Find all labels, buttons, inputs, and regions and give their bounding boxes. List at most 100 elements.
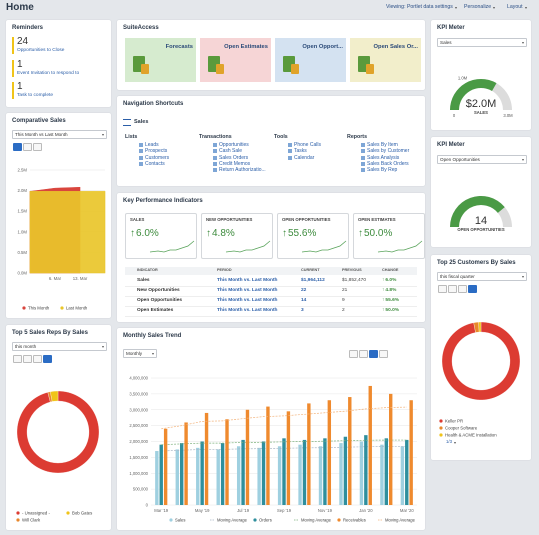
chart-type-button[interactable] <box>369 350 378 358</box>
legend-marker <box>337 518 341 522</box>
header-link[interactable]: Viewing: Portlet data settings <box>386 4 459 10</box>
group-title: Transactions <box>199 134 232 140</box>
reminder-link[interactable]: Opportunities to Close <box>17 48 65 53</box>
shortcut-icon <box>139 161 143 166</box>
kpi-card-change: 55.6% <box>282 228 316 239</box>
shortcut-link[interactable]: Credit Memos <box>219 160 251 167</box>
chart-type-button[interactable] <box>438 285 447 293</box>
header-link[interactable]: Personalize <box>464 4 497 10</box>
shortcut-link[interactable]: Calendar <box>294 154 315 161</box>
tile-icon <box>291 64 299 74</box>
period-link[interactable]: This Month vs. Last Month <box>217 288 278 293</box>
shortcut-link[interactable]: Leads <box>145 142 159 148</box>
chart-type-button[interactable] <box>468 285 477 293</box>
y-tick-label: 1.0M <box>17 229 27 234</box>
moving-average-line <box>161 439 407 446</box>
y-tick-label: 2.0M <box>17 188 27 193</box>
chart-type-button[interactable] <box>13 143 22 151</box>
dropdown[interactable]: Monthly <box>123 349 157 358</box>
y-tick-label: 3,500,000 <box>129 391 148 396</box>
chart-type-button[interactable] <box>23 143 32 151</box>
dropdown[interactable]: This Month vs Last Month <box>12 130 107 139</box>
suite-tile[interactable]: Open Sales Or... <box>350 38 421 82</box>
bar <box>159 444 163 505</box>
shortcut-link[interactable]: Sales By Item <box>367 142 398 148</box>
shortcut-link[interactable]: Sales Orders <box>219 154 249 161</box>
dropdown[interactable]: Sales <box>437 38 527 47</box>
reminder-bar <box>12 82 14 99</box>
legend-label: Sales <box>175 518 185 523</box>
chart-type-button[interactable] <box>458 285 467 293</box>
chart-type-button[interactable] <box>359 350 368 358</box>
shortcut-link[interactable]: Sales Analysis <box>367 154 400 161</box>
kpi-card-change: 6.0% <box>130 228 159 239</box>
dropdown[interactable]: Open Opportunities <box>437 155 527 164</box>
shortcut-link[interactable]: Contacts <box>145 160 165 167</box>
tile-label: Open Estimates <box>224 44 268 50</box>
period-link[interactable]: This Month vs. Last Month <box>217 278 278 283</box>
bar <box>400 446 405 505</box>
shortcut-link[interactable]: Cash Sale <box>219 148 243 155</box>
shortcut-icon <box>139 155 143 160</box>
current-value[interactable]: $1,964,112 <box>301 278 325 283</box>
shortcut-icon <box>139 143 143 147</box>
chart-type-button[interactable] <box>33 143 42 151</box>
shortcut-link[interactable]: Phone Calls <box>294 142 321 148</box>
table-header-bg <box>125 267 417 275</box>
chart-type-button[interactable] <box>43 355 52 363</box>
gauge-label: SALES <box>474 110 488 115</box>
suite-tile[interactable]: Open Opport... <box>275 38 346 82</box>
chart-type-button[interactable] <box>33 355 42 363</box>
shortcut-link[interactable]: Sales Back Orders <box>367 160 409 167</box>
shortcut-link[interactable]: Prospects <box>145 148 168 155</box>
donut-slice <box>441 321 521 401</box>
suite-tile[interactable]: Forecasts <box>125 38 196 82</box>
x-tick-label: Jan '20 <box>359 508 373 513</box>
chart-type-button[interactable] <box>13 355 22 363</box>
current-value[interactable]: 14 <box>301 298 307 303</box>
legend-label: Will Clark <box>22 518 41 523</box>
legend-marker <box>439 426 443 430</box>
period-link[interactable]: This Month vs. Last Month <box>217 298 278 303</box>
chart-type-button[interactable] <box>23 355 32 363</box>
header-link[interactable]: Layout <box>507 4 529 10</box>
shortcut-link[interactable]: Sales By Rep <box>367 167 398 174</box>
reminder-link[interactable]: Task to complete <box>17 93 53 98</box>
kpi-card-label: OPEN ESTIMATES <box>358 217 396 222</box>
dropdown[interactable]: this month <box>12 342 107 351</box>
bar <box>175 449 179 505</box>
chart-type-button[interactable] <box>448 285 457 293</box>
change-value: 55.6% <box>382 298 399 303</box>
bar <box>282 438 286 505</box>
row-rule <box>125 315 417 317</box>
x-tick-label: Nov '19 <box>318 508 333 513</box>
panel: KPI Meter Sales 0 1.0M 3.0M $2.0M SALES <box>431 20 531 130</box>
chart-type-button[interactable] <box>349 350 358 358</box>
shortcut-link[interactable]: Return Authorizatio... <box>219 167 266 174</box>
legend-marker <box>66 511 70 515</box>
legend-marker <box>60 306 64 310</box>
panel-title: Key Performance Indicators <box>123 198 203 204</box>
current-value[interactable]: 22 <box>301 288 307 293</box>
period-link[interactable]: This Month vs. Last Month <box>217 308 278 313</box>
row-rule <box>125 305 417 307</box>
shortcut-link[interactable]: Sales by Customer <box>367 148 410 155</box>
dropdown[interactable]: this fiscal quarter <box>437 272 527 281</box>
previous-value: 2 <box>342 308 345 313</box>
chart <box>377 240 423 253</box>
current-value[interactable]: 3 <box>301 308 304 313</box>
kpi-card-change: 4.8% <box>206 228 235 239</box>
change-value: 50.0% <box>382 308 399 313</box>
legend-pager[interactable]: 1/3 <box>446 439 458 444</box>
gauge-label: OPEN OPPORTUNITIES <box>457 227 504 232</box>
shortcut-link[interactable]: Tasks <box>294 148 307 155</box>
reminder-link[interactable]: Event Invitation to respond to <box>17 71 80 76</box>
suite-tile[interactable]: Open Estimates <box>200 38 271 82</box>
shortcut-link[interactable]: Opportunities <box>219 142 249 148</box>
shortcut-link[interactable]: Customers <box>145 154 170 161</box>
chart-type-button[interactable] <box>379 350 388 358</box>
kpi-card: SALES 6.0% <box>125 213 197 259</box>
indicator: Open Estimates <box>137 308 174 313</box>
group-title: Tools <box>274 134 288 140</box>
shortcut-icon <box>288 155 292 160</box>
